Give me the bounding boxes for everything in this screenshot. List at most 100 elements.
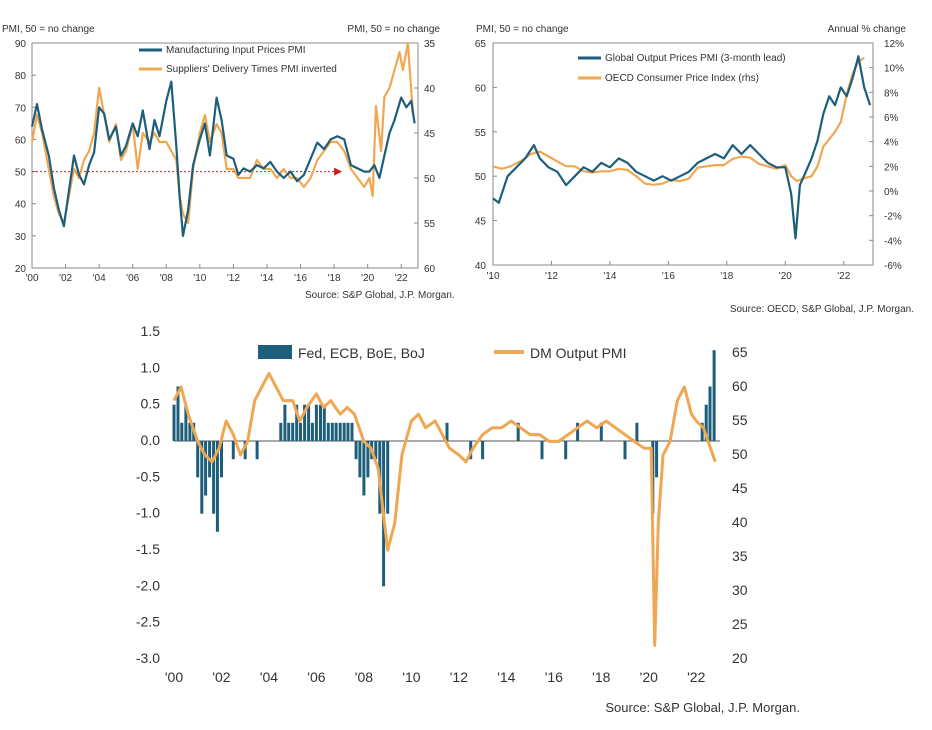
chart-2-x-tick-label: '18: [720, 271, 733, 282]
chart-1-right-tick-label: 50: [424, 174, 436, 185]
chart-3-x-tick-label: '08: [355, 669, 373, 685]
bar-central-banks: [516, 422, 520, 441]
chart-1-source: Source: S&P Global, J.P. Morgan.: [305, 290, 455, 301]
bar-central-banks: [291, 422, 295, 441]
chart-2-right-tick-label: 12%: [884, 39, 904, 50]
chart-2-left-axis-title: PMI, 50 = no change: [476, 24, 569, 35]
chart-3-x-tick-label: '14: [497, 669, 515, 685]
chart-3-x-tick-label: '16: [545, 669, 563, 685]
bar-central-banks: [635, 422, 639, 441]
chart-3-x-tick-label: '10: [402, 669, 420, 685]
bar-central-banks: [180, 422, 184, 441]
chart-2-svg: PMI, 50 = no change Annual % change 65 60…: [475, 24, 914, 315]
bar-central-banks: [299, 422, 302, 441]
chart-1-plot-frame: [31, 42, 419, 269]
chart-3-x-tick-label: '22: [687, 669, 705, 685]
bar-central-banks: [322, 404, 326, 441]
series-line-dm-output: [172, 371, 717, 647]
chart-2-left-tick-label: 65: [475, 39, 487, 50]
chart-2-left-tick-label: 50: [475, 172, 487, 183]
chart-1-left-tick-label: 60: [15, 135, 27, 146]
bar-central-banks: [314, 404, 318, 441]
bar-central-banks: [623, 441, 627, 460]
bar-central-banks: [338, 422, 342, 441]
bar-central-banks: [445, 422, 449, 441]
bar-central-banks: [243, 441, 247, 460]
chart-manufacturing-prices: PMI, 50 = no change PMI, 50 = no change …: [0, 0, 460, 305]
chart-1-x-tick-label: '16: [294, 273, 307, 284]
chart-1-left-tick-label: 40: [15, 200, 27, 211]
chart-3-x-tick-label: '04: [260, 669, 278, 685]
chart-1-x-tick-label: '12: [227, 273, 240, 284]
chart-global-output-prices: PMI, 50 = no change Annual % change 65 60…: [466, 0, 932, 318]
chart-1-left-tick-label: 30: [15, 232, 27, 243]
chart-2-source: Source: OECD, S&P Global, J.P. Morgan.: [730, 304, 914, 315]
chart-1-x-tick-label: '10: [193, 273, 206, 284]
bar-central-banks: [704, 404, 708, 441]
chart-3-right-tick-label: 65: [732, 344, 748, 360]
bar-central-banks: [354, 441, 358, 460]
chart-3-right-tick-label: 35: [732, 548, 748, 564]
bar-central-banks: [319, 404, 322, 441]
chart-2-right-axis-title: Annual % change: [828, 24, 907, 35]
chart-2-right-tick-label: 6%: [884, 113, 899, 124]
chart-1-left-tick-label: 70: [15, 103, 27, 114]
chart-2-right-tick-label: 4%: [884, 138, 899, 149]
legend-label-suppliers: Suppliers' Delivery Times PMI inverted: [166, 64, 337, 75]
chart-1-x-tick-label: '06: [126, 273, 139, 284]
chart-2-legend: Global Output Prices PMI (3-month lead) …: [578, 53, 786, 84]
chart-2-left-tick-label: 45: [475, 217, 487, 228]
chart-1-left-tick-label: 80: [15, 71, 27, 82]
series-line-oecd-cpi: [492, 56, 865, 186]
bar-central-banks: [287, 422, 291, 441]
chart-3-source: Source: S&P Global, J.P. Morgan.: [605, 700, 800, 715]
chart-2-right-tick-label: -4%: [884, 236, 902, 247]
bar-central-banks: [212, 441, 216, 514]
chart-1-x-tick-label: '04: [93, 273, 106, 284]
bar-central-banks: [540, 441, 544, 460]
chart-2-x-tick-label: '22: [837, 271, 850, 282]
chart-2-left-tick-label: 55: [475, 128, 487, 139]
chart-1-right-tick-label: 35: [424, 39, 436, 50]
legend-label-oecd-cpi: OECD Consumer Price Index (rhs): [605, 73, 759, 84]
chart-3-left-tick-label: 1.5: [141, 323, 161, 339]
chart-1-x-tick-label: '20: [361, 273, 374, 284]
chart-3-x-tick-label: '20: [640, 669, 658, 685]
bar-central-banks: [172, 404, 176, 441]
chart-2-right-tick-label: 8%: [884, 88, 899, 99]
bar-central-banks: [220, 441, 223, 478]
bar-central-banks: [283, 404, 287, 441]
legend-label-manufacturing: Manufacturing Input Prices PMI: [166, 45, 306, 56]
chart-3-left-tick-label: -1.0: [136, 505, 160, 521]
bar-central-banks: [708, 386, 712, 441]
chart-3-left-tick-label: -3.0: [136, 650, 160, 666]
bar-central-banks: [303, 404, 307, 441]
chart-3-x-tick-label: '06: [307, 669, 325, 685]
chart-3-right-tick-label: 30: [732, 582, 748, 598]
chart-2-right-tick-label: 0%: [884, 187, 899, 198]
bar-central-banks: [330, 422, 334, 441]
chart-3-x-tick-label: '00: [165, 669, 183, 685]
chart-2-x-tick-label: '20: [779, 271, 792, 282]
chart-2-x-tick-label: '14: [603, 271, 616, 282]
chart-3-x-tick-label: '02: [212, 669, 230, 685]
chart-1-reference-arrow: [334, 167, 343, 176]
chart-1-legend: Manufacturing Input Prices PMI Suppliers…: [139, 45, 337, 75]
chart-3-left-tick-label: 1.0: [141, 359, 161, 375]
chart-1-svg: PMI, 50 = no change PMI, 50 = no change …: [2, 24, 455, 301]
legend-label-global-output: Global Output Prices PMI (3-month lead): [605, 53, 786, 64]
bar-central-banks: [362, 441, 366, 496]
series-line-global-output: [492, 55, 872, 240]
chart-3-right-tick-label: 60: [732, 378, 748, 394]
chart-3-left-tick-label: -0.5: [136, 468, 160, 484]
bar-central-banks: [576, 422, 580, 441]
chart-1-x-tick-label: '02: [59, 273, 72, 284]
chart-2-right-tick-label: 10%: [884, 64, 904, 75]
bar-central-banks: [358, 441, 362, 478]
chart-2-plot-frame: [492, 42, 874, 266]
bar-central-banks: [188, 422, 192, 441]
bar-central-banks: [655, 441, 659, 478]
legend-label-dm-output: DM Output PMI: [530, 345, 626, 361]
chart-1-x-tick-label: '14: [260, 273, 273, 284]
bar-central-banks: [184, 404, 188, 441]
